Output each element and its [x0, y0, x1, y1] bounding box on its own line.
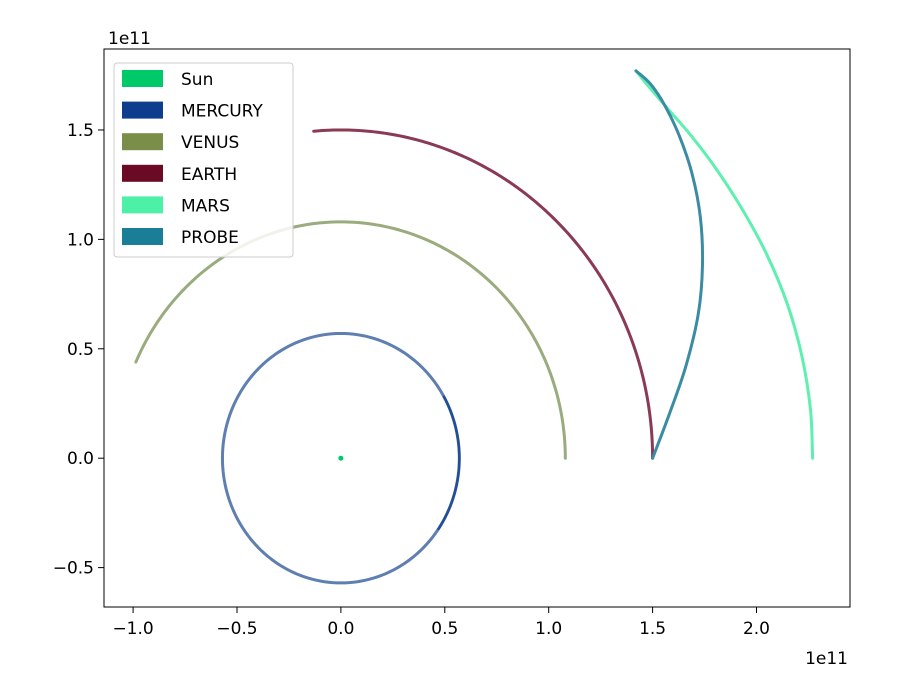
sun-point [338, 455, 344, 461]
legend-label-earth: EARTH [181, 165, 237, 185]
x-tick-label: 0.5 [431, 619, 458, 639]
x-tick-label: 1.5 [639, 619, 666, 639]
x-tick-label: −0.5 [216, 619, 257, 639]
y-tick-label: 0.5 [67, 340, 94, 360]
legend-label-mars: MARS [181, 196, 230, 216]
legend-swatch-sun [122, 70, 163, 87]
y-offset-label: 1e11 [108, 29, 151, 49]
y-tick-label: 1.0 [67, 230, 94, 250]
probe-line [634, 69, 705, 460]
plot-frame [103, 48, 851, 608]
legend-swatch-probe [122, 228, 163, 245]
x-offset-label: 1e11 [805, 649, 848, 669]
legend-swatch-earth [122, 164, 163, 182]
mars-line [634, 69, 815, 460]
y-tick-label: 0.0 [67, 449, 94, 469]
earth-line [312, 128, 655, 460]
legend-label-venus: VENUS [181, 133, 239, 153]
x-tick-label: 0.0 [327, 619, 354, 639]
plot-lines [134, 69, 815, 585]
legend-label-sun: Sun [181, 70, 213, 90]
x-tick-label: 2.0 [743, 619, 770, 639]
mercury-line [220, 331, 461, 585]
y-axis: −0.5 0.0 0.5 1.0 1.5 [53, 121, 104, 579]
venus-line [134, 220, 567, 460]
legend-swatch-mars [122, 196, 163, 214]
legend-label-probe: PROBE [181, 228, 239, 248]
mercury-highlight-line [436, 395, 461, 531]
x-axis: −1.0 −0.5 0.0 0.5 1.0 1.5 2.0 [112, 607, 770, 639]
y-tick-label: −0.5 [53, 559, 94, 579]
x-tick-label: −1.0 [112, 619, 153, 639]
x-tick-label: 1.0 [535, 619, 562, 639]
legend-swatch-mercury [122, 101, 163, 119]
y-tick-label: 1.5 [67, 121, 94, 141]
legend: Sun MERCURY VENUS EARTH MARS PROBE [113, 62, 294, 258]
legend-label-mercury: MERCURY [181, 102, 263, 122]
legend-swatch-venus [122, 133, 163, 151]
